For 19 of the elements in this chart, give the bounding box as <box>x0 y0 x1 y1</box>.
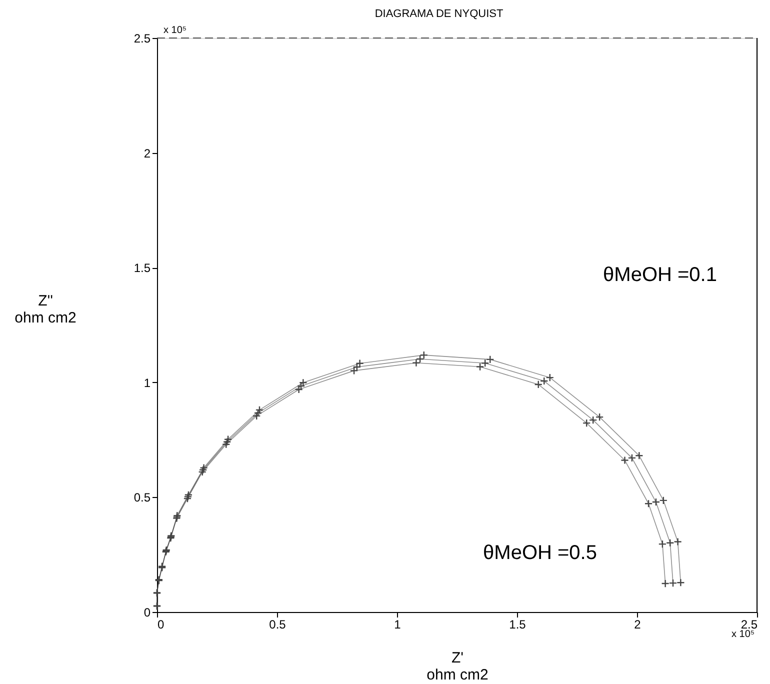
y-axis-title: Z'' ohm cm2 <box>14 292 76 326</box>
x-tick-label: 2 <box>634 618 642 632</box>
chart-title: DIAGRAMA DE NYQUIST <box>374 8 504 20</box>
x-tick-label: 0 <box>158 618 164 632</box>
annotation: θMeOH =0.5 <box>483 542 597 564</box>
x-tick-label: 1 <box>394 618 402 632</box>
x-tick-label: 0.5 <box>269 618 286 632</box>
x-tick-label: 2.5 <box>740 618 758 632</box>
x-tick-label: 1.5 <box>509 618 526 632</box>
y-tick-label: 2.5 <box>134 32 151 46</box>
text: x 10⁵ <box>163 25 187 36</box>
text: x 10⁵ <box>731 629 755 640</box>
y-tick-label: 1 <box>144 376 151 390</box>
x-axis-title: Z' ohm cm2 <box>426 650 488 684</box>
y-tick-label: 0 <box>144 606 151 620</box>
y-tick-label: 1.5 <box>134 261 151 276</box>
y-tick-label: 0.5 <box>134 490 151 505</box>
annotation: θMeOH =0.1 <box>603 264 717 286</box>
y-tick-label: 2 <box>144 146 151 160</box>
